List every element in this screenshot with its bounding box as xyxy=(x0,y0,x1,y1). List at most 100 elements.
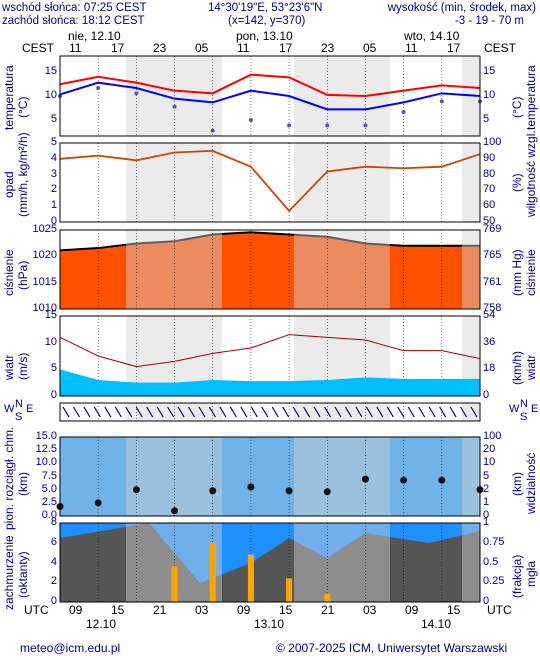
vis-night-band-0 xyxy=(126,437,222,516)
wind-arrow xyxy=(334,406,342,418)
tz-top-left: CEST xyxy=(22,41,55,55)
date-bottom-2: 13.10 xyxy=(254,617,285,631)
cloudbase-unit-left: (km) xyxy=(16,472,30,496)
hour-bottom-label: 09 xyxy=(405,603,419,617)
wind-arrow xyxy=(470,406,478,418)
wind-arrow xyxy=(355,406,363,418)
humidity-unit-right: (%) xyxy=(510,173,524,192)
dewpoint-point xyxy=(287,123,292,128)
cloud-base-point xyxy=(132,486,140,494)
temp-frame xyxy=(59,55,481,137)
wind-left-tick: 15 xyxy=(44,309,57,321)
cloud-base-point xyxy=(323,488,331,496)
cloudbase-left-tick: 5.0 xyxy=(41,482,57,495)
vis-night-band-2 xyxy=(462,437,480,516)
cloud-night-band-1 xyxy=(294,523,390,602)
cloud-left-tick: 4 xyxy=(50,555,57,568)
hour-top-label: 17 xyxy=(447,41,461,55)
humidity-line xyxy=(59,149,481,213)
fog-label-right: mgła xyxy=(524,560,538,587)
wind-arrow xyxy=(250,406,258,418)
winddir-night-band-0 xyxy=(126,403,222,421)
pressure-left-tick: 1010 xyxy=(32,302,57,314)
wind-arrow xyxy=(418,406,426,418)
winddir-night-band-1 xyxy=(294,403,390,421)
wind-arrow xyxy=(397,406,405,418)
visibility-right-tick: 100 xyxy=(483,430,502,442)
visibility-right-tick: 1 xyxy=(483,495,490,508)
temp-max-line xyxy=(59,73,481,98)
hour-bottom-label: 03 xyxy=(195,603,209,617)
wind-arrow xyxy=(62,406,70,418)
precip-left-tick: 3 xyxy=(50,167,57,180)
wind-unit-left: (m/s) xyxy=(16,352,30,380)
precip-frame xyxy=(59,142,481,223)
tz-bottom-left: UTC xyxy=(24,603,49,617)
cloudbase-left-tick: 0.0 xyxy=(41,509,57,521)
compass-right-w: W xyxy=(509,403,520,415)
wind-arrow xyxy=(449,406,457,418)
temp-right-tick: 10 xyxy=(483,89,496,101)
cloud-base-point xyxy=(171,507,179,515)
pressure-left-tick: 1020 xyxy=(32,249,57,262)
humidity-right-tick: 70 xyxy=(483,183,496,196)
day-label-2: pon, 13.10 xyxy=(236,29,293,43)
temp-left-tick: 15 xyxy=(44,65,57,77)
wind-label-right: wiatr xyxy=(524,354,538,380)
cloud-base-point xyxy=(247,483,255,491)
wind-arrow xyxy=(439,406,447,418)
hour-bottom-label: 09 xyxy=(237,603,251,617)
date-bottom-3: 14.10 xyxy=(421,617,452,631)
tz-bottom-right: UTC xyxy=(487,603,512,617)
dewpoint-point xyxy=(96,86,101,90)
wind-arrow xyxy=(313,406,321,418)
wind-arrow xyxy=(428,406,436,418)
hour-top-label: 23 xyxy=(321,41,335,55)
temp-right-tick: 15 xyxy=(483,65,496,77)
hour-bottom-label: 09 xyxy=(69,603,83,617)
cloud-base-point xyxy=(438,476,446,484)
dewpoint-point xyxy=(248,118,253,122)
fog-right-tick: 0.5 xyxy=(483,555,499,568)
precip-left-tick: 2 xyxy=(50,183,57,196)
hour-top-label: 05 xyxy=(363,41,377,55)
wind-left-tick: 10 xyxy=(44,335,57,348)
dewpoint-point xyxy=(134,91,139,96)
cloud-cover-area xyxy=(60,523,480,602)
fog-right-tick: 1 xyxy=(483,516,490,528)
cloudbase-left-tick: 15.0 xyxy=(35,430,57,442)
compass-right-n: N xyxy=(520,398,528,410)
temp-mean-line xyxy=(59,81,481,111)
wind-frame xyxy=(59,315,481,397)
wind-arrow xyxy=(460,406,468,418)
cloud-base-point xyxy=(94,499,102,507)
pressure-area xyxy=(60,232,480,309)
visibility-right-tick: 2 xyxy=(483,482,490,495)
cloud-unit-left: (oktanty) xyxy=(16,551,30,598)
footer-email[interactable]: meteo@icm.edu.pl xyxy=(20,641,121,655)
hour-top-label: 17 xyxy=(111,41,125,55)
tz-top-right: CEST xyxy=(484,41,517,55)
wind-arrow xyxy=(177,406,185,418)
precip-unit-left: (mm/h, kg/m²/h) xyxy=(16,132,30,217)
visibility-right-tick: 5 xyxy=(483,469,490,482)
visibility-right-tick: 10 xyxy=(483,456,496,469)
humidity-right-tick: 60 xyxy=(483,199,496,212)
compass-left-e: E xyxy=(26,403,34,415)
cloud-base-point xyxy=(361,475,369,483)
wind-left-tick: 5 xyxy=(50,362,57,375)
temp-right-tick: 5 xyxy=(483,113,490,125)
dewpoint-point xyxy=(172,104,177,109)
visibility-right-tick: 20 xyxy=(483,443,496,456)
hour-bottom-label: 21 xyxy=(321,603,335,617)
hour-bottom-label: 15 xyxy=(111,603,125,617)
cloudbase-label-left: pion. rozciągł. chm. xyxy=(2,426,16,530)
wind-arrow xyxy=(407,406,415,418)
dewpoint-point xyxy=(210,128,215,133)
wind-arrow xyxy=(324,406,332,418)
cloud-left-tick: 0 xyxy=(50,595,57,607)
visibility-label-right: widzialność xyxy=(524,452,538,514)
hour-top-label: 11 xyxy=(237,41,250,55)
wind-arrow xyxy=(125,406,133,418)
vis-frame xyxy=(59,436,481,517)
